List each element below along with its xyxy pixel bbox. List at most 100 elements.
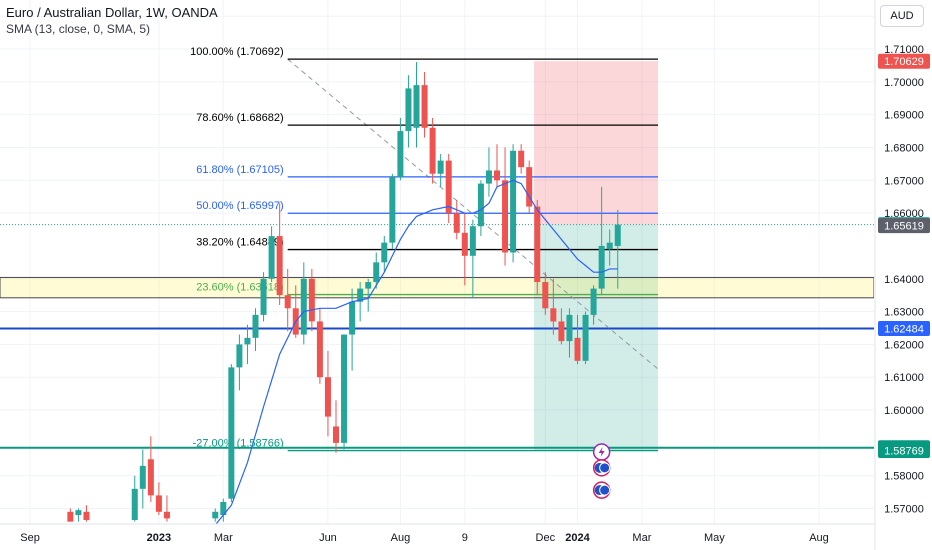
candle-body [316,321,323,378]
candle-body [373,262,380,283]
candle-body [453,213,460,233]
time-tick-label: 9 [462,532,468,544]
price-tick-label: 1.57000 [884,504,924,516]
price-badge-label: 1.58769 [884,445,924,457]
candle-body [550,308,557,322]
time-tick-label: Dec [536,532,556,544]
time-tick-label: Jun [319,532,337,544]
time-tick-label: 2024 [565,532,590,544]
candle-body [429,127,436,174]
candle-body [67,511,74,522]
candle-body [212,511,219,519]
candle-body [244,337,251,345]
candle-body [582,314,589,361]
candle-body [147,459,154,496]
candle-body [131,488,138,520]
fib-level-label: 100.00% (1.70692) [190,46,284,58]
symbol-title[interactable]: Euro / Australian Dollar, 1W, OANDA [6,5,218,20]
time-tick-label: Mar [632,532,651,544]
price-tick-label: 1.60000 [884,405,924,417]
candle-body [445,160,452,214]
position-stop-zone [534,61,658,225]
price-tick-label: 1.58000 [884,471,924,483]
candle-body [614,224,621,246]
candle-body [526,167,533,207]
candle-body [236,344,243,368]
fib-level-label: 50.00% (1.65997) [196,200,283,212]
candle-body [83,511,90,520]
candle-body [268,236,275,279]
candle-body [333,426,339,443]
price-badge-label: 1.65619 [884,221,924,233]
time-tick-label: 2023 [147,532,171,544]
candle-body [357,288,364,302]
price-badge [878,442,930,458]
candle-body [155,495,162,512]
price-tick-label: 1.63000 [884,307,924,319]
candle-body [260,278,267,315]
position-target-zone [534,224,658,451]
candle-body [381,242,388,263]
price-tick-label: 1.70000 [884,77,924,89]
support-zone [0,276,874,299]
candle-body [502,180,509,253]
price-tick-label: 1.66000 [884,208,924,220]
candle-body [284,295,291,309]
candle-body [308,278,315,322]
candle-body [405,88,412,132]
candle-body [228,367,235,499]
candle-body [510,150,517,253]
time-tick-label: Sep [20,532,40,544]
plot-area: 100.00% (1.70692) 78.60% (1.68682) 61.80% … [0,0,874,524]
sma-indicator-legend[interactable]: SMA (13, close, 0, SMA, 5) [6,22,151,36]
fib-level-label: 61.80% (1.67105) [196,164,283,176]
time-tick-label: May [704,532,725,544]
candle-body [75,510,82,516]
price-tick-label: 1.67000 [884,175,924,187]
candle-body [324,377,331,417]
candle-body [534,206,541,283]
candle-body [276,236,283,296]
candle-body [469,226,476,256]
fib-level-label: 23.60% (1.63518) [196,282,283,294]
candle-body [494,170,500,181]
fib-level-label: 38.20% (1.64889) [196,237,283,249]
candle-body [389,177,396,243]
candle-body [518,150,525,168]
candle-body [252,314,259,338]
candle-body [220,501,227,516]
price-tick-label: 1.68000 [884,142,924,154]
candle-body [542,282,549,309]
candle-body [437,160,444,174]
candle-body [349,301,356,335]
fib-level-label: -27.00% (1.58766) [193,438,284,450]
flag-icon [599,484,611,496]
price-badge [878,218,930,234]
candle-body [461,232,468,256]
candle-body [558,321,565,342]
lightning-icon [598,447,605,458]
candle-body [477,183,484,227]
candle-body [300,278,307,335]
price-tick-label: 1.62000 [884,339,924,351]
price-tick-label: 1.64000 [884,274,924,286]
time-tick-label: Mar [214,532,233,544]
time-tick-label: Aug [809,532,829,544]
flag-icon [599,462,611,474]
candle-body [413,85,420,128]
candle-body [163,511,170,519]
time-tick-label: Aug [391,532,411,544]
price-badge-label: 1.70629 [884,56,924,68]
candle-body [365,282,372,289]
candle-body [574,337,581,361]
candle-body [590,288,597,315]
currency-button[interactable]: AUD [880,5,924,27]
candle-body [421,85,428,128]
price-tick-label: 1.71000 [884,44,924,56]
candle-body [397,131,404,178]
price-tick-label: 1.61000 [884,372,924,384]
fib-level-label: 78.60% (1.68682) [196,112,283,124]
candle-body [341,334,348,443]
